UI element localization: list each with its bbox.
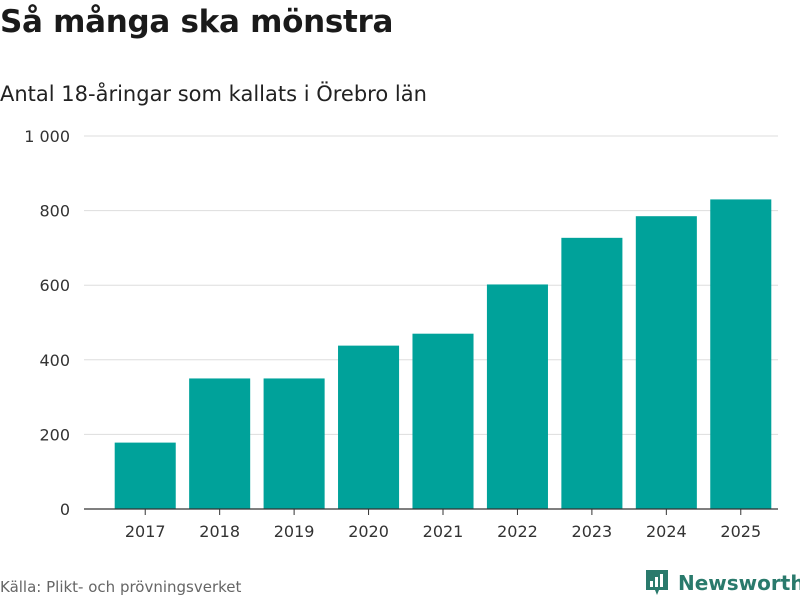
chart-subtitle: Antal 18-åringar som kallats i Örebro lä… [0, 82, 427, 106]
bar [114, 442, 176, 509]
brand-name: Newsworthy [678, 571, 800, 595]
x-tick-label: 2020 [348, 522, 389, 541]
bar [189, 378, 251, 509]
bar [710, 199, 772, 509]
bar [412, 333, 474, 509]
brand-logo: Newsworthy [644, 568, 800, 598]
x-tick-label: 2023 [572, 522, 613, 541]
x-tick-label: 2025 [720, 522, 761, 541]
y-tick-label: 1 000 [24, 127, 70, 146]
newsworthy-logo-icon [646, 570, 668, 595]
x-tick-label: 2018 [199, 522, 240, 541]
bar [263, 378, 325, 509]
y-tick-label: 0 [60, 500, 70, 519]
x-tick-label: 2024 [646, 522, 687, 541]
bar [486, 284, 548, 509]
chart-title: Så många ska mönstra [0, 4, 394, 40]
bar [561, 237, 623, 510]
x-tick-label: 2019 [274, 522, 315, 541]
x-tick-label: 2022 [497, 522, 538, 541]
x-tick-label: 2017 [125, 522, 166, 541]
y-tick-label: 400 [39, 351, 70, 370]
y-tick-label: 800 [39, 202, 70, 221]
y-tick-label: 200 [39, 425, 70, 444]
bar [338, 345, 400, 509]
bar [635, 216, 697, 509]
source-note: Källa: Plikt- och prövningsverket [0, 578, 242, 596]
x-tick-label: 2021 [423, 522, 464, 541]
y-tick-label: 600 [39, 276, 70, 295]
